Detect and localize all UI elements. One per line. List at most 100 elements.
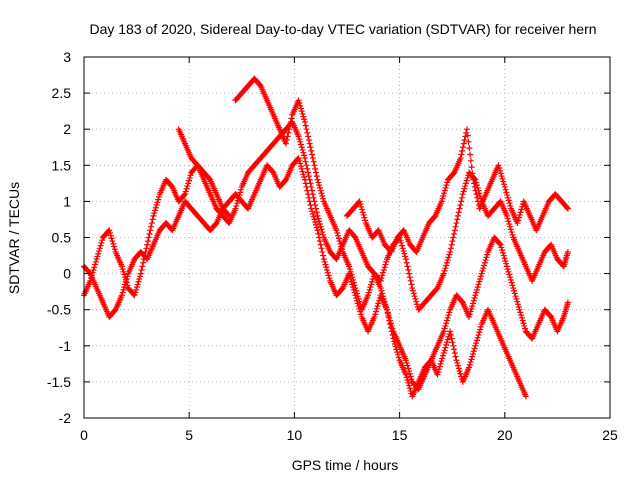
data-point — [92, 261, 99, 268]
data-point — [312, 221, 319, 228]
data-point — [447, 331, 454, 338]
data-point — [564, 205, 571, 212]
data-point — [409, 285, 416, 292]
data-point — [402, 357, 409, 364]
data-point — [456, 205, 463, 212]
data-point — [144, 238, 151, 245]
data-point — [296, 136, 303, 143]
data-point — [507, 226, 514, 233]
data-point — [448, 241, 455, 248]
data-point — [315, 230, 322, 237]
data-point — [368, 278, 375, 285]
data-point — [469, 300, 476, 307]
data-point — [501, 181, 508, 188]
data-point — [309, 211, 316, 218]
data-point — [473, 286, 480, 293]
data-point — [312, 169, 319, 176]
data-point — [119, 266, 126, 273]
data-point — [474, 284, 481, 291]
data-point — [288, 115, 295, 122]
data-point — [384, 310, 391, 317]
data-point — [514, 220, 521, 227]
data-point — [131, 292, 138, 299]
data-point — [403, 359, 410, 366]
data-point — [518, 312, 525, 319]
data-point — [402, 371, 409, 378]
data-point — [382, 301, 389, 308]
data-point — [457, 155, 464, 162]
data-point — [394, 349, 401, 356]
data-point — [508, 229, 515, 236]
data-point — [320, 256, 327, 263]
data-point — [135, 278, 142, 285]
data-point — [154, 199, 161, 206]
data-point — [181, 191, 188, 198]
data-point — [377, 285, 384, 292]
data-point — [511, 290, 518, 297]
data-point — [110, 243, 117, 250]
data-point — [297, 102, 304, 109]
data-point — [315, 215, 322, 222]
data-point — [452, 353, 459, 360]
data-point — [151, 210, 158, 217]
data-point — [443, 259, 450, 266]
data-point — [441, 347, 448, 354]
data-point — [184, 183, 191, 190]
data-point — [454, 212, 461, 219]
data-point — [303, 183, 310, 190]
data-point — [436, 366, 443, 373]
data-point — [471, 183, 478, 190]
data-point — [286, 126, 293, 133]
data-point — [464, 132, 471, 139]
data-point — [338, 243, 345, 250]
data-point — [305, 194, 312, 201]
data-point — [499, 175, 506, 182]
data-point — [94, 253, 101, 260]
data-point — [382, 261, 389, 268]
data-point — [365, 289, 372, 296]
data-point — [461, 137, 468, 144]
data-point — [459, 191, 466, 198]
data-point — [504, 192, 511, 199]
data-point — [372, 311, 379, 318]
data-point — [314, 176, 321, 183]
data-point — [444, 336, 451, 343]
data-point — [441, 187, 448, 194]
data-point — [313, 173, 320, 180]
data-point — [147, 227, 154, 234]
data-point — [317, 187, 324, 194]
data-point — [507, 223, 514, 230]
data-point — [455, 209, 462, 216]
data-point — [467, 157, 474, 164]
data-point — [353, 287, 360, 294]
data-point — [296, 100, 303, 107]
data-point — [297, 163, 304, 170]
x-tick-label: 25 — [602, 427, 618, 443]
data-point — [518, 206, 525, 213]
data-point — [383, 303, 390, 310]
y-tick-label: 1.5 — [52, 157, 72, 173]
data-point — [473, 340, 480, 347]
data-point — [481, 262, 488, 269]
data-point — [440, 270, 447, 277]
data-point — [355, 295, 362, 302]
data-point — [133, 286, 140, 293]
data-point — [413, 298, 420, 305]
data-point — [319, 192, 326, 199]
data-point — [137, 270, 144, 277]
data-point — [499, 249, 506, 256]
data-point — [404, 263, 411, 270]
data-point — [445, 312, 452, 319]
data-point — [315, 179, 322, 186]
data-point — [478, 270, 485, 277]
data-point — [301, 118, 308, 125]
data-point — [319, 248, 326, 255]
y-tick-label: -1.5 — [47, 374, 71, 390]
data-point — [406, 382, 413, 389]
data-point — [358, 206, 365, 213]
data-point — [516, 306, 523, 313]
data-point — [386, 317, 393, 324]
data-point — [469, 350, 476, 357]
data-point — [469, 353, 476, 360]
data-point — [398, 242, 405, 249]
